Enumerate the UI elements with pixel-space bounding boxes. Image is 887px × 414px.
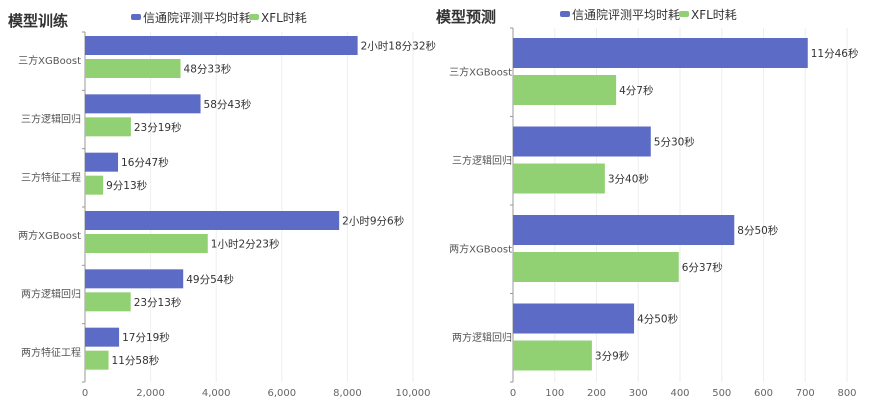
prediction-x-tick-label: 400 (670, 388, 689, 399)
training-category-label: 两方逻辑回归 (21, 288, 81, 301)
prediction-x-tick-label: 200 (587, 388, 606, 399)
training-data-label-series2: 11分58秒 (112, 354, 160, 367)
training-bar-series2 (85, 59, 181, 78)
prediction-x-tick-label: 500 (712, 388, 731, 399)
training-x-tick-label: 4,000 (202, 388, 231, 399)
training-bar-series1 (85, 152, 119, 172)
training-data-label-series2: 9分13秒 (106, 179, 148, 192)
training-x-tick-label: 8,000 (333, 388, 362, 399)
training-bar-series2 (85, 117, 131, 137)
training-data-label-series1: 16分47秒 (121, 156, 169, 169)
training-legend-swatch-series1 (131, 14, 141, 20)
training-bar-series1 (85, 269, 184, 289)
prediction-x-tick-label: 700 (796, 388, 815, 399)
prediction-legend-swatch-series1 (560, 11, 570, 17)
training-x-tick-label: 10,000 (396, 388, 431, 399)
prediction-x-tick-label: 800 (837, 388, 856, 399)
training-category-label: 三方XGBoost (18, 54, 81, 67)
prediction-bar-series1 (513, 38, 808, 68)
prediction-legend-label-series1: 信通院评测平均时耗 (572, 8, 680, 22)
prediction-bar-series2 (513, 75, 617, 105)
training-data-label-series2: 48分33秒 (184, 63, 232, 76)
prediction-x-tick-label: 100 (545, 388, 564, 399)
prediction-data-label-series1: 8分50秒 (737, 224, 779, 237)
prediction-data-label-series2: 3分40秒 (608, 173, 650, 186)
training-bar-series2 (85, 350, 109, 370)
training-x-tick-label: 6,000 (267, 388, 296, 399)
prediction-data-label-series1: 4分50秒 (637, 313, 679, 326)
prediction-bar-series2 (513, 340, 592, 371)
training-data-label-series1: 58分43秒 (204, 98, 252, 111)
training-bar-series1 (85, 94, 201, 114)
prediction-legend-swatch-series2 (679, 11, 689, 17)
training-x-tick-label: 2,000 (136, 388, 165, 399)
training-x-tick-label: 0 (82, 388, 88, 399)
prediction-bar-series1 (513, 126, 651, 157)
prediction-data-label-series1: 11分46秒 (811, 47, 859, 60)
prediction-data-label-series2: 6分37秒 (682, 261, 724, 274)
training-data-label-series2: 23分19秒 (134, 121, 182, 134)
prediction-x-tick-label: 300 (629, 388, 648, 399)
training-category-label: 三方逻辑回归 (21, 113, 81, 126)
prediction-legend-label-series2: XFL时耗 (691, 8, 737, 22)
training-legend: 信通院评测平均时耗 XFL时耗 (131, 11, 307, 25)
training-data-label-series2: 23分13秒 (134, 296, 182, 309)
training-legend-label-series1: 信通院评测平均时耗 (143, 11, 251, 25)
prediction-x-tick-label: 0 (510, 388, 516, 399)
prediction-category-label: 两方XGBoost (449, 242, 512, 255)
prediction-x-tick-label: 600 (754, 388, 773, 399)
prediction-chart-title: 模型预测 (436, 8, 496, 26)
prediction-chart: 模型预测 信通院评测平均时耗 XFL时耗 0 100 200 300 400 500 600… (436, 8, 859, 399)
prediction-data-label-series2: 4分7秒 (619, 84, 654, 97)
training-bar-series1 (85, 36, 358, 55)
prediction-bar-series2 (513, 163, 605, 194)
training-data-label-series1: 2小时9分6秒 (342, 215, 405, 228)
prediction-bar-series1 (513, 303, 635, 334)
prediction-data-label-series1: 5分30秒 (654, 136, 696, 149)
training-data-label-series1: 2小时18分32秒 (361, 40, 437, 53)
prediction-bar-series1 (513, 215, 735, 245)
prediction-category-label: 两方逻辑回归 (452, 331, 512, 344)
training-category-label: 两方特征工程 (21, 346, 81, 359)
prediction-legend: 信通院评测平均时耗 XFL时耗 (560, 8, 737, 22)
training-bar-series1 (85, 327, 120, 347)
prediction-data-label-series2: 3分9秒 (595, 350, 630, 363)
training-legend-label-series2: XFL时耗 (261, 11, 307, 25)
training-data-label-series1: 49分54秒 (186, 273, 234, 286)
training-category-label: 三方特征工程 (21, 171, 81, 184)
training-bar-series1 (85, 211, 340, 230)
training-plot-area: 0 2,000 4,000 6,000 8,000 10,000 三方XGBoost 2小时1… (18, 31, 437, 399)
prediction-category-label: 三方逻辑回归 (452, 154, 512, 167)
training-category-label: 两方XGBoost (18, 229, 81, 242)
training-chart: 模型训练 信通院评测平均时耗 XFL时耗 0 2,000 4,000 6,000 8,0… (8, 11, 437, 399)
training-bar-series2 (85, 175, 104, 195)
training-data-label-series2: 1小时2分23秒 (211, 238, 280, 251)
training-legend-swatch-series2 (249, 14, 259, 20)
prediction-bar-series2 (513, 252, 679, 282)
training-chart-title: 模型训练 (8, 12, 68, 30)
training-bar-series2 (85, 292, 131, 312)
training-data-label-series1: 17分19秒 (122, 331, 170, 344)
prediction-plot-area: 0 100 200 300 400 500 600 700 800 三方XGBoost 11分46秒… (449, 27, 859, 399)
training-bar-series2 (85, 234, 208, 253)
prediction-category-label: 三方XGBoost (449, 65, 512, 78)
